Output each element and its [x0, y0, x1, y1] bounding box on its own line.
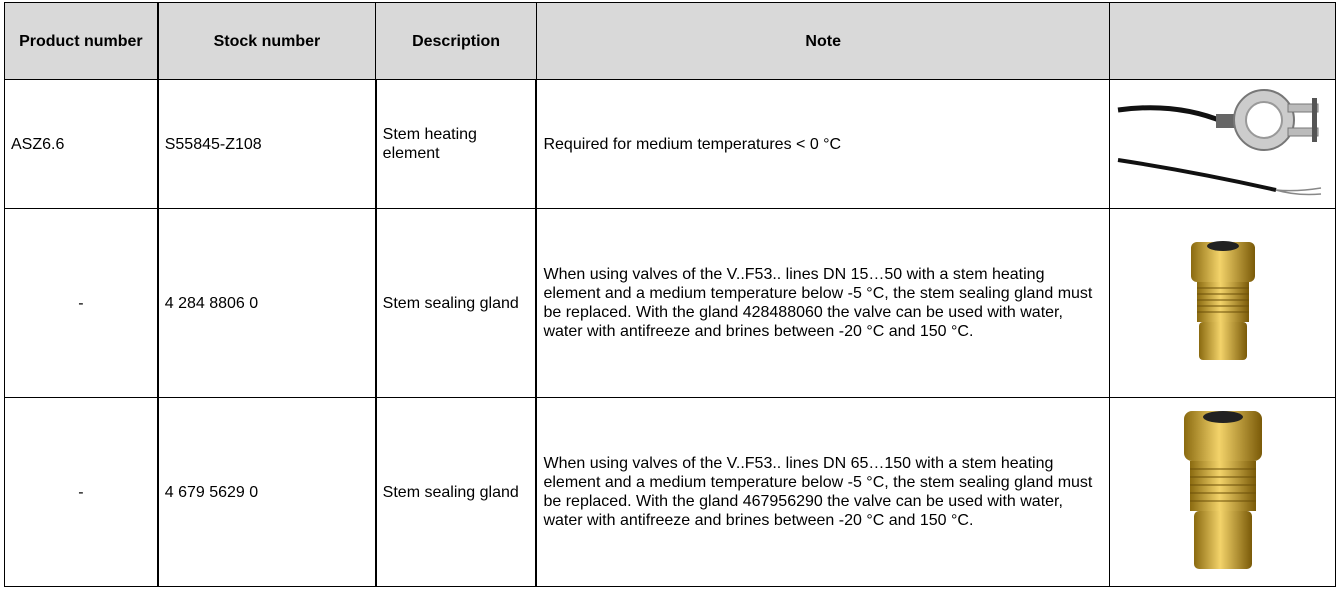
header-cell — [1110, 3, 1336, 80]
header-row: Product number Stock number Description … — [5, 3, 1336, 80]
note: When using valves of the V..F53.. lines … — [536, 209, 1109, 398]
description: Stem sealing gland — [376, 398, 537, 587]
note: When using valves of the V..F53.. lines … — [536, 398, 1109, 587]
image-cell — [1110, 398, 1336, 587]
table-row: - 4 679 5629 0 Stem sealing gland When u… — [5, 398, 1336, 587]
description: Stem heating element — [376, 80, 537, 209]
accessories-table: Product number Stock number Description … — [4, 2, 1336, 587]
gland-image — [1183, 236, 1263, 366]
description: Stem sealing gland — [376, 209, 537, 398]
note: Required for medium temperatures < 0 °C — [536, 80, 1109, 209]
table-row: - 4 284 8806 0 Stem sealing gland When u… — [5, 209, 1336, 398]
page: Product number Stock number Description … — [0, 0, 1340, 589]
image-cell — [1110, 80, 1336, 209]
product-number: ASZ6.6 — [5, 80, 158, 209]
stock-number: S55845-Z108 — [158, 80, 376, 209]
image-cell — [1110, 209, 1336, 398]
header-cell: Note — [536, 3, 1109, 80]
table-row: ASZ6.6 S55845-Z108 Stem heating element … — [5, 80, 1336, 209]
header-cell: Description — [376, 3, 537, 80]
stock-number: 4 284 8806 0 — [158, 209, 376, 398]
gland-image — [1178, 405, 1268, 575]
heating-element-image — [1116, 82, 1330, 202]
stock-number: 4 679 5629 0 — [158, 398, 376, 587]
product-number: - — [5, 398, 158, 587]
header-cell: Product number — [5, 3, 158, 80]
header-cell: Stock number — [158, 3, 376, 80]
product-number: - — [5, 209, 158, 398]
